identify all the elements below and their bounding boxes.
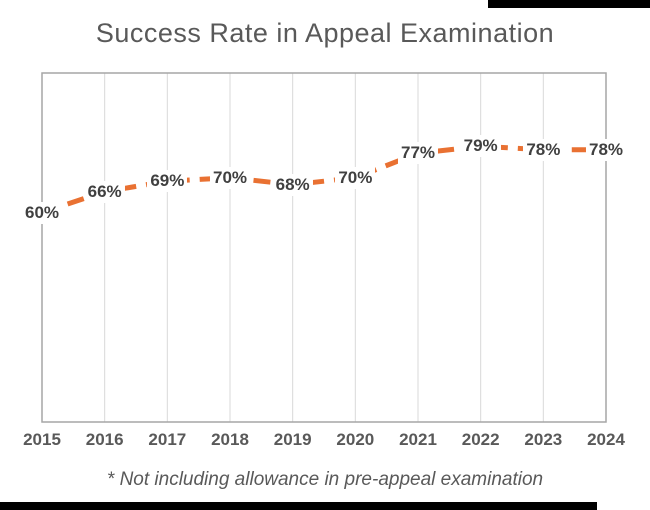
x-axis-label: 2020	[336, 430, 375, 449]
data-label: 69%	[147, 170, 188, 193]
series-line	[41, 143, 606, 215]
x-axis-label: 2019	[273, 430, 312, 449]
data-label: 78%	[523, 138, 564, 161]
top-black-bar	[488, 0, 650, 8]
x-axis-label: 2015	[23, 430, 61, 449]
data-label: 60%	[21, 201, 63, 224]
x-axis-label: 2024	[587, 430, 625, 449]
data-label: 70%	[209, 166, 251, 189]
chart-title: Success Rate in Appeal Examination	[95, 18, 555, 48]
x-axis-label: 2017	[148, 430, 187, 449]
data-label: 66%	[84, 180, 125, 203]
x-axis-label: 2023	[524, 430, 563, 449]
data-label: 70%	[335, 166, 376, 189]
x-axis-label: 2021	[399, 430, 437, 449]
data-label: 78%	[585, 138, 627, 161]
chart-footnote: * Not including allowance in pre-appeal …	[106, 469, 544, 490]
bottom-black-bar	[0, 502, 597, 510]
x-axis-label: 2016	[85, 430, 124, 449]
plot-border	[41, 72, 607, 423]
x-axis-label: 2022	[461, 430, 500, 449]
x-axis-label: 2018	[211, 430, 249, 449]
data-label: 79%	[460, 135, 501, 158]
data-label: 68%	[272, 173, 313, 196]
data-label: 77%	[397, 142, 439, 165]
